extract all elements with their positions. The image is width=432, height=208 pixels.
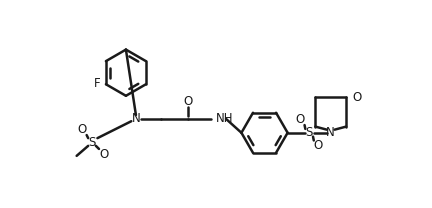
Text: S: S xyxy=(89,135,96,149)
Text: O: O xyxy=(295,113,305,126)
Text: S: S xyxy=(305,126,313,139)
Text: NH: NH xyxy=(216,112,234,125)
Text: F: F xyxy=(94,77,101,90)
Text: N: N xyxy=(326,126,335,139)
Text: O: O xyxy=(184,95,193,108)
Text: O: O xyxy=(77,123,87,136)
Text: O: O xyxy=(99,148,108,161)
Text: O: O xyxy=(314,139,323,152)
Text: N: N xyxy=(132,112,140,125)
Text: O: O xyxy=(353,91,362,104)
